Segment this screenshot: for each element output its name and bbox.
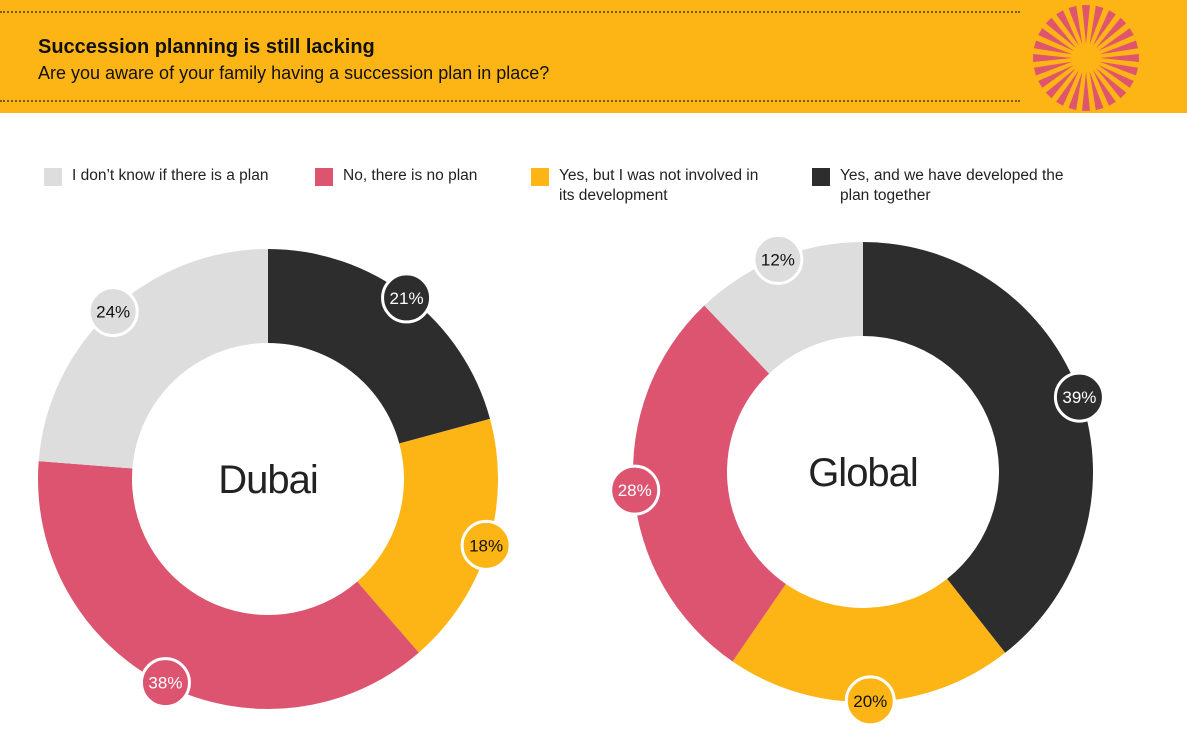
legend-label: Yes, but I was not involved in its devel… [559,166,758,206]
sunburst-ray [1045,67,1077,99]
donut-slice [38,461,419,709]
legend-label-line: I don’t know if there is a plan [72,167,269,184]
data-label-bubble [1053,371,1105,423]
data-label-bubble [609,464,661,516]
data-label-bubble [460,519,512,571]
legend-label-line: No, there is no plan [343,167,478,184]
sunburst-ray [1033,40,1073,55]
data-label: 21% [390,289,424,308]
sunburst-ray [1082,5,1090,45]
sunburst-ray [1100,54,1139,62]
sunburst-ray [1093,10,1116,46]
donut-center-label: Global [808,451,918,495]
chart-subtitle: Are you aware of your family having a su… [38,63,550,83]
legend-label: No, there is no plan [343,166,477,186]
legend-label: Yes, and we have developed the plan toge… [840,166,1064,206]
legend-label-line: Yes, but I was not involved in [559,167,759,184]
data-label: 28% [618,481,652,500]
data-label-bubble [381,272,433,324]
donut-slice [268,249,491,444]
data-label: 12% [761,250,795,269]
donut-slice [863,242,1093,653]
data-label: 38% [148,674,182,693]
sunburst-ray [1098,28,1134,51]
legend-item-no-plan: No, there is no plan [315,166,477,186]
legend-swatch [44,168,62,186]
header-banner: Succession planning is still lacking Are… [0,0,1187,113]
sunburst-ray [1099,61,1139,76]
data-label: 39% [1062,388,1096,407]
sunburst-ray [1033,54,1072,62]
data-label-bubble [139,657,191,709]
sunburst-ray [1099,40,1139,55]
sunburst-ray [1093,70,1116,106]
sunburst-ray [1056,70,1079,106]
sunburst-ray [1033,61,1073,76]
data-label: 18% [469,536,503,555]
sunburst-ray [1038,65,1074,88]
legend-swatch [315,168,333,186]
dotted-rule-bottom [0,100,1020,102]
sunburst-ray [1089,71,1104,111]
data-label-bubble [844,675,896,727]
data-label: 24% [96,303,130,322]
sunburst-ray [1056,10,1079,46]
legend-label-line: its development [559,187,668,204]
legend-item-yes-not-involved: Yes, but I was not involved in its devel… [531,166,758,206]
sunburst-ray [1095,67,1127,99]
sunburst-ray [1068,5,1083,45]
sunburst-ray [1095,17,1127,49]
donut-center-label: Dubai [218,458,318,502]
sunburst-ray [1045,17,1077,49]
legend-label: I don’t know if there is a plan [72,166,268,186]
data-label-bubble [87,286,139,338]
legend-label-line: Yes, and we have developed the [840,167,1064,184]
sunburst-ray [1098,65,1134,88]
donut-slice [38,249,268,469]
donut-slice [732,578,1006,702]
sunburst-ray [1068,71,1083,111]
donut-chart-dubai: Dubai 21% 18% 38% 24% [38,249,512,709]
donut-slice [357,418,499,653]
donut-chart-global: Global 39% 20% 28% 12% [609,233,1105,727]
sunburst-ray [1089,5,1104,45]
sunburst-ray [1082,72,1090,111]
legend-label-line: plan together [840,187,931,204]
donut-slice [704,242,863,374]
legend-swatch [812,168,830,186]
legend-item-dont-know: I don’t know if there is a plan [44,166,268,186]
sunburst-icon [1033,5,1139,111]
donut-slice [632,305,786,662]
dotted-rule-top [0,11,1020,13]
legend-item-yes-together: Yes, and we have developed the plan toge… [812,166,1064,206]
sunburst-ray [1038,28,1074,51]
data-label: 20% [853,692,887,711]
data-label-bubble [752,233,804,285]
chart-title: Succession planning is still lacking [38,36,375,58]
legend-swatch [531,168,549,186]
